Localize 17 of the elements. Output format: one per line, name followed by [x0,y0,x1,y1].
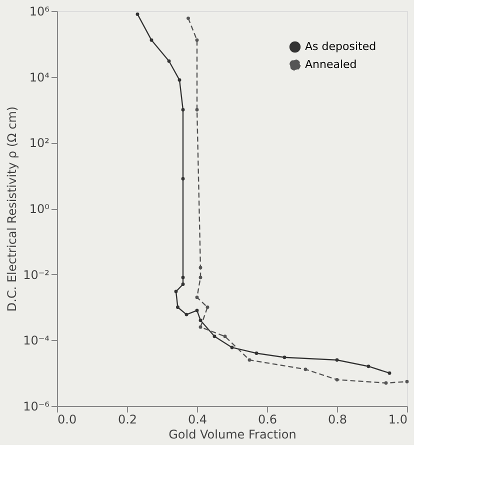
y-tick-label: 10⁶ [29,4,50,18]
x-tick-label: 0.0 [58,412,77,426]
legend-label: Annealed [305,58,357,71]
x-tick-label: 0.8 [328,412,348,426]
x-tick-label: 0.4 [188,412,208,426]
y-tick-label: 10² [29,136,50,150]
y-tick-label: 10⁻⁶ [23,400,50,414]
x-tick-label: 0.6 [258,412,278,426]
y-tick-label: 10⁻² [23,268,50,282]
y-tick-label: 10⁰ [29,202,50,216]
x-tick-label: 0.2 [118,412,138,426]
legend-label: As deposited [305,40,376,53]
y-axis-title: D.C. Electrical Resistivity ρ (Ω cm) [5,106,20,312]
y-tick-label: 10⁴ [29,70,50,84]
x-tick-label: 1.0 [388,412,408,426]
x-axis-title: Gold Volume Fraction [168,428,296,442]
y-tick-label: 10⁻⁴ [23,334,50,348]
